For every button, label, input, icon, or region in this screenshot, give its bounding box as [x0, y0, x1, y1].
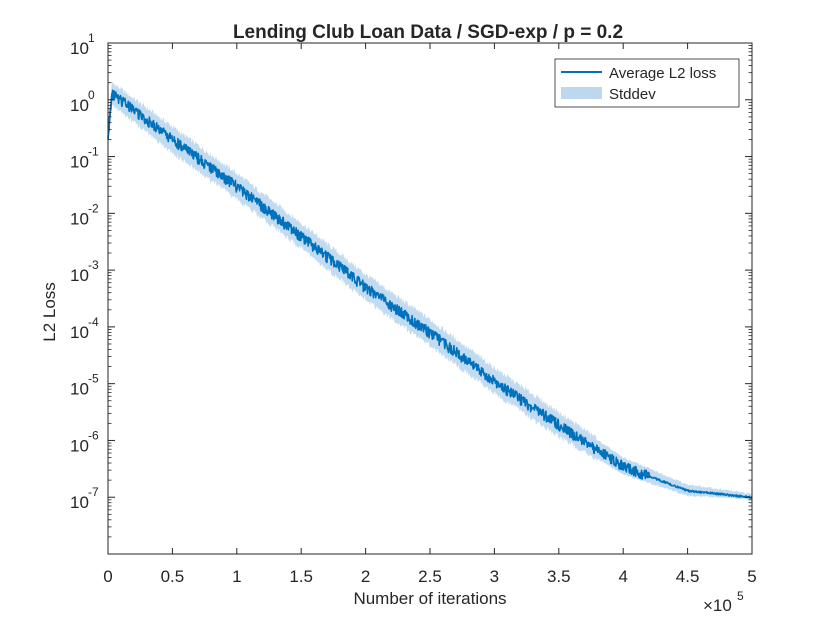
x-axis-label: Number of iterations: [353, 589, 506, 608]
legend-label-stddev: Stddev: [609, 86, 656, 103]
x-axis-multiplier: ×10 5: [703, 589, 744, 615]
x-tick-label: 3.5: [547, 567, 571, 586]
y-tick-label-exponent: -1: [88, 145, 99, 159]
x-tick-label: 4.5: [676, 567, 700, 586]
y-tick-label-base: 10: [70, 96, 89, 115]
x-multiplier-base: ×10: [703, 596, 732, 615]
y-tick-label-base: 10: [70, 266, 89, 285]
y-tick-label-exponent: -6: [88, 428, 99, 442]
legend-label-average: Average L2 loss: [609, 65, 716, 82]
y-tick-label-base: 10: [70, 380, 89, 399]
x-tick-label: 4: [618, 567, 627, 586]
x-tick-label: 2: [361, 567, 370, 586]
average-loss-line: [107, 89, 753, 499]
chart-title: Lending Club Loan Data / SGD-exp / p = 0…: [233, 22, 623, 43]
x-axis-ticks: 0 0.5 1 1.5 2 2.5 3 3.5 4 4.5 5: [103, 43, 757, 586]
x-tick-label: 1: [232, 567, 241, 586]
x-tick-label: 1.5: [289, 567, 313, 586]
y-tick-label-base: 10: [70, 436, 89, 455]
y-tick-label-base: 10: [70, 209, 89, 228]
x-tick-label: 3: [490, 567, 499, 586]
y-tick-label-exponent: 1: [88, 31, 95, 45]
y-tick-label-exponent: 0: [88, 88, 95, 102]
x-multiplier-exponent: 5: [737, 589, 744, 603]
y-tick-label-exponent: -5: [88, 372, 99, 386]
y-tick-label-base: 10: [70, 153, 89, 172]
x-tick-label: 0.5: [161, 567, 185, 586]
y-axis-label: L2 Loss: [40, 282, 59, 342]
x-tick-label: 0: [103, 567, 112, 586]
plot-area: 0 0.5 1 1.5 2 2.5 3 3.5 4 4.5 5 10110010-110-210-3…: [70, 31, 757, 586]
y-tick-label-base: 10: [70, 39, 89, 58]
y-tick-label-exponent: -3: [88, 258, 99, 272]
legend-band-swatch: [561, 87, 602, 99]
x-tick-label: 5: [747, 567, 756, 586]
x-tick-label: 2.5: [418, 567, 442, 586]
y-tick-label-base: 10: [70, 493, 89, 512]
y-tick-label-exponent: -2: [88, 201, 99, 215]
y-tick-label-exponent: -4: [88, 315, 99, 329]
average-loss-line-layer: [107, 89, 753, 499]
y-tick-label-exponent: -7: [88, 485, 99, 499]
y-tick-label-base: 10: [70, 323, 89, 342]
average-loss-initial-spike: [107, 93, 113, 140]
legend: Average L2 loss Stddev: [554, 58, 740, 108]
